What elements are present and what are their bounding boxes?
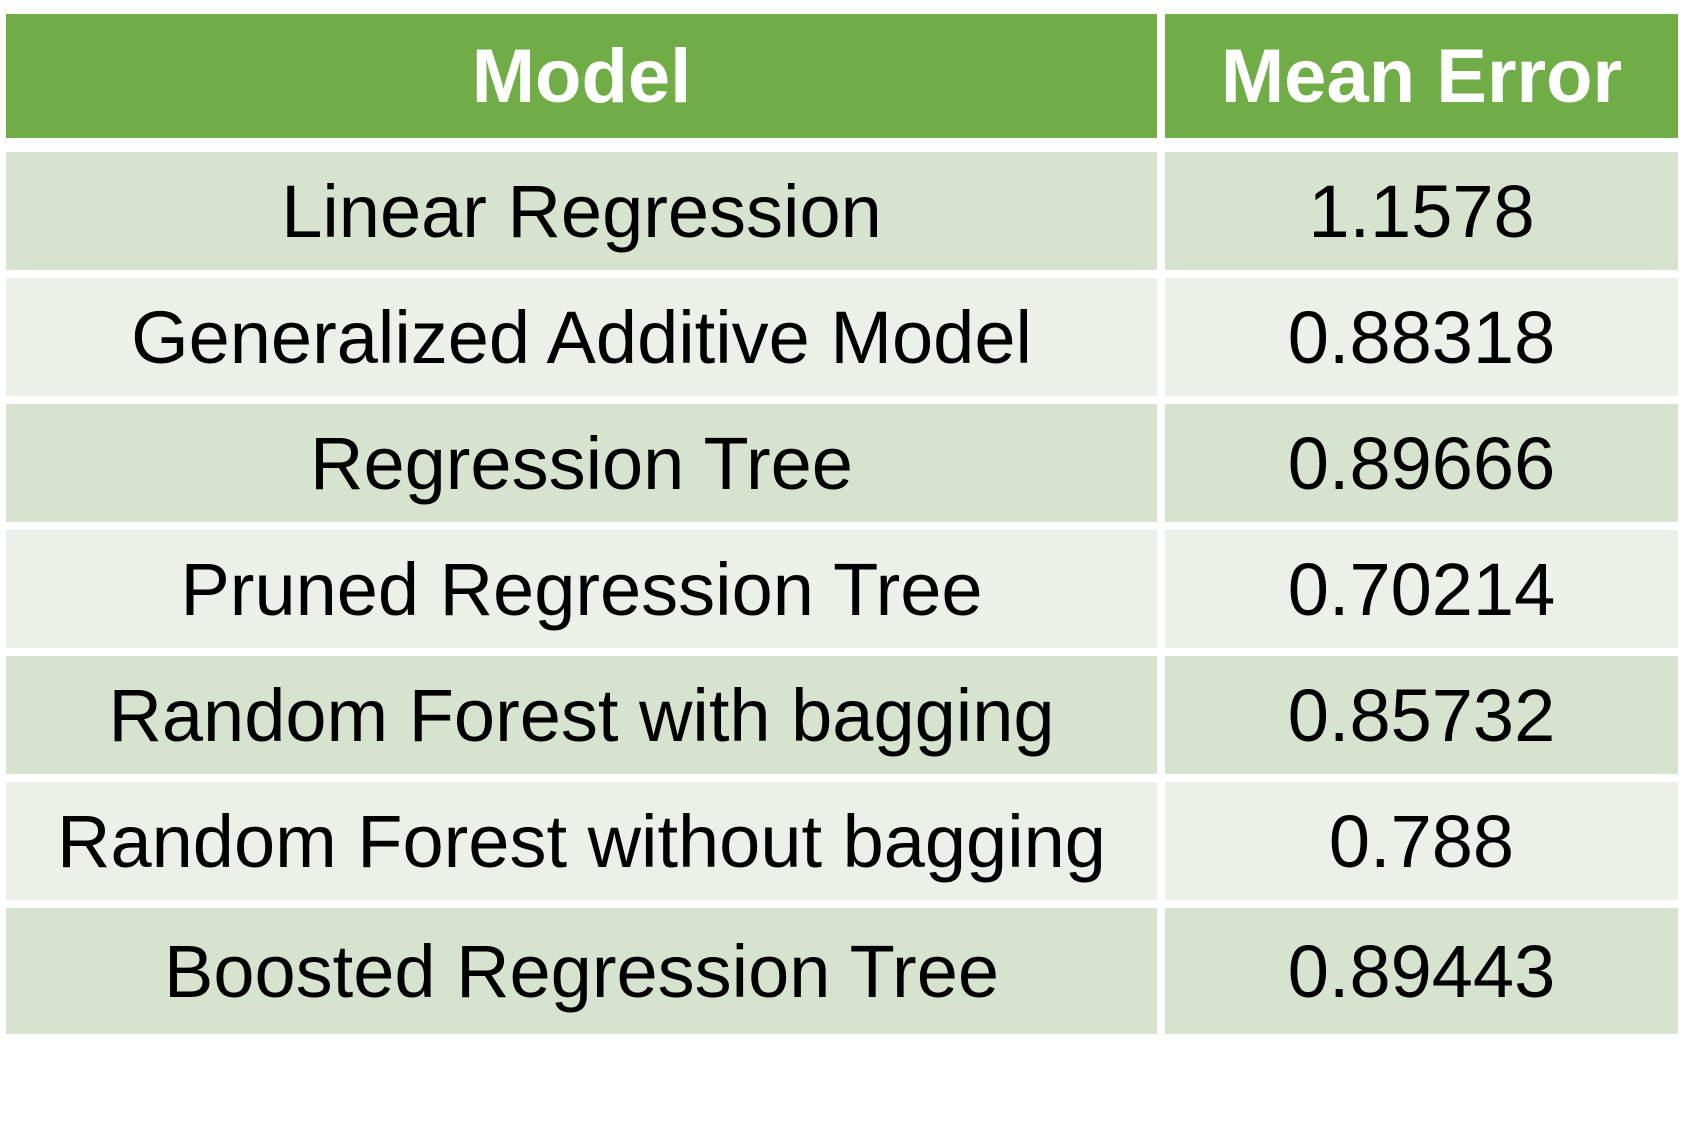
mean-error-cell: 0.89443	[1165, 908, 1678, 1034]
mean-error-cell: 0.88318	[1165, 278, 1678, 404]
model-cell: Regression Tree	[6, 404, 1157, 530]
model-cell: Generalized Additive Model	[6, 278, 1157, 404]
model-cell: Linear Regression	[6, 152, 1157, 278]
column-header-model: Model	[6, 14, 1157, 138]
results-table: Model Mean Error Linear Regression 1.157…	[6, 14, 1678, 1034]
model-cell: Random Forest without bagging	[6, 782, 1157, 908]
mean-error-cell: 0.85732	[1165, 656, 1678, 782]
column-header-mean-error: Mean Error	[1165, 14, 1678, 138]
model-cell: Boosted Regression Tree	[6, 908, 1157, 1034]
mean-error-cell: 1.1578	[1165, 152, 1678, 278]
mean-error-cell: 0.89666	[1165, 404, 1678, 530]
model-cell: Random Forest with bagging	[6, 656, 1157, 782]
mean-error-cell: 0.70214	[1165, 530, 1678, 656]
model-cell: Pruned Regression Tree	[6, 530, 1157, 656]
mean-error-cell: 0.788	[1165, 782, 1678, 908]
